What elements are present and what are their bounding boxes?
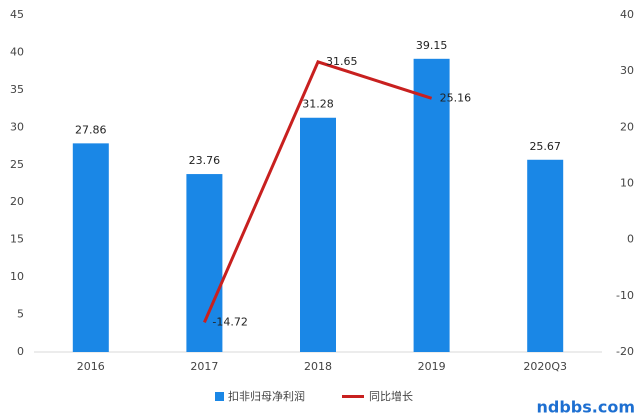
data-label: 39.15 <box>416 39 448 52</box>
bar <box>413 58 450 353</box>
watermark: ndbbs.com <box>537 398 636 417</box>
y-tick-label: 0 <box>17 345 24 358</box>
y2-tick-label: 10 <box>620 177 634 190</box>
legend-label: 扣非归母净利润 <box>228 389 305 403</box>
legend-swatch <box>215 392 224 401</box>
data-label: 25.16 <box>440 91 472 104</box>
data-label: -14.72 <box>212 315 247 328</box>
y-tick-label: 45 <box>10 8 24 21</box>
x-tick-label: 2017 <box>190 360 218 373</box>
data-label: 23.76 <box>189 154 221 167</box>
y2-tick-label: 40 <box>620 8 634 21</box>
x-tick-label: 2019 <box>418 360 446 373</box>
data-label: 25.67 <box>529 140 561 153</box>
bar <box>300 117 336 352</box>
y-tick-label: 40 <box>10 45 24 58</box>
x-tick-label: 2020Q3 <box>523 360 567 373</box>
y-tick-label: 15 <box>10 233 24 246</box>
y2-tick-label: -10 <box>616 289 634 302</box>
legend-label: 同比增长 <box>369 389 413 403</box>
bar <box>527 159 564 352</box>
x-tick-label: 2018 <box>304 360 332 373</box>
bar <box>72 143 109 352</box>
y2-tick-label: -20 <box>616 345 634 358</box>
y2-tick-label: 0 <box>627 233 634 246</box>
line <box>203 60 433 323</box>
y-tick-label: 25 <box>10 158 24 171</box>
y-tick-label: 10 <box>10 270 24 283</box>
y2-tick-label: 30 <box>620 64 634 77</box>
data-label: 31.65 <box>326 55 358 68</box>
x-tick-label: 2016 <box>77 360 105 373</box>
y-tick-label: 5 <box>17 308 24 321</box>
y-tick-label: 20 <box>10 195 24 208</box>
y-tick-label: 35 <box>10 83 24 96</box>
data-label: 31.28 <box>302 98 334 111</box>
data-label: 27.86 <box>75 123 107 136</box>
y-tick-label: 30 <box>10 120 24 133</box>
y2-tick-label: 20 <box>620 120 634 133</box>
